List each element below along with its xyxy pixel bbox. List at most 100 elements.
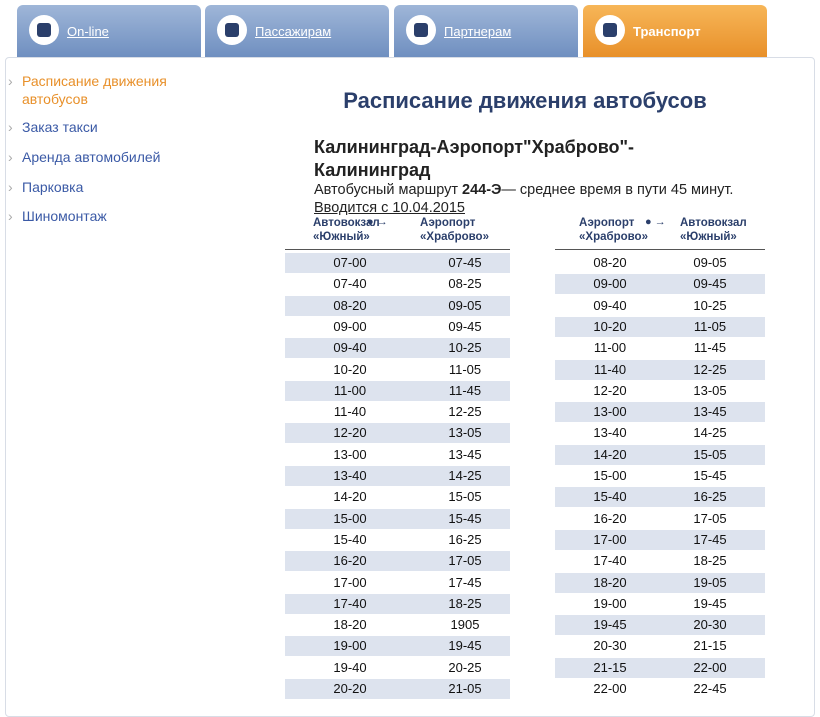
- time-cell: 17-00: [333, 574, 367, 590]
- time-cell: 09-00: [593, 276, 627, 292]
- tab-label: Пассажирам: [255, 24, 332, 39]
- schedule-row: 12-20 13-05: [285, 423, 510, 444]
- sidebar-link[interactable]: Аренда автомобилей: [8, 148, 202, 166]
- time-cell: 19-40: [333, 659, 367, 675]
- time-cell: 11-05: [448, 361, 482, 377]
- schedule-row: 19-00 19-45: [285, 636, 510, 657]
- time-cell: 09-40: [333, 340, 367, 356]
- schedule-row: 19-45 20-30: [555, 615, 765, 636]
- time-cell: 18-20: [333, 617, 367, 633]
- tab-icon: [595, 15, 625, 45]
- schedule-row: 09-00 09-45: [285, 317, 510, 337]
- time-cell: 13-00: [333, 446, 367, 462]
- schedule-row: 09-00 09-45: [555, 274, 765, 295]
- time-cell: 16-20: [593, 510, 627, 526]
- tab-icon: [217, 15, 247, 45]
- header-rule: [555, 249, 765, 250]
- tab-label: Партнерам: [444, 24, 512, 39]
- schedule-row: 20-20 21-05: [285, 679, 510, 699]
- time-cell: 19-45: [693, 595, 727, 611]
- schedule-row: 13-40 14-25: [285, 466, 510, 486]
- time-cell: 13-45: [448, 446, 482, 462]
- tab[interactable]: On-line: [17, 5, 201, 57]
- tab[interactable]: Транспорт: [583, 5, 767, 57]
- time-cell: 19-00: [593, 595, 627, 611]
- time-cell: 18-25: [693, 553, 727, 569]
- time-cell: 15-40: [333, 531, 367, 547]
- time-cell: 17-05: [448, 553, 482, 569]
- time-cell: 11-45: [693, 340, 727, 356]
- desc-prefix: Автобусный маршрут: [314, 182, 459, 198]
- time-cell: 12-25: [693, 361, 727, 377]
- time-cell: 11-00: [333, 382, 367, 398]
- time-cell: 09-45: [448, 318, 482, 334]
- sidebar-link[interactable]: Расписание движения автобусов: [8, 72, 202, 108]
- time-cell: 14-20: [333, 489, 367, 505]
- time-cell: 20-25: [448, 659, 482, 675]
- schedule-row: 10-20 11-05: [555, 316, 765, 337]
- page-title: Расписание движения автобусов: [343, 88, 707, 113]
- time-cell: 18-20: [593, 574, 627, 590]
- schedule-row: 17-00 17-45: [555, 529, 765, 550]
- time-cell: 08-20: [593, 255, 627, 270]
- time-cell: 09-05: [448, 297, 482, 313]
- effective-link[interactable]: Вводится с 10.04.2015: [314, 200, 465, 216]
- time-cell: 09-45: [693, 276, 727, 292]
- sidebar-link[interactable]: Шиномонтаж: [8, 207, 202, 225]
- time-cell: 11-45: [448, 382, 482, 398]
- time-cell: 17-45: [693, 531, 727, 547]
- schedule-row: 07-00 07-45: [285, 253, 510, 273]
- time-cell: 13-05: [693, 382, 727, 398]
- time-cell: 09-05: [693, 255, 727, 270]
- time-cell: 11-40: [593, 361, 627, 377]
- time-cell: 08-20: [333, 297, 367, 313]
- time-cell: 22-00: [593, 681, 627, 696]
- route-desc: Автобусный маршрут 244-Э— среднее время …: [314, 181, 734, 217]
- schedule-row: 07-40 08-25: [285, 274, 510, 294]
- tab[interactable]: Партнерам: [394, 5, 578, 57]
- time-cell: 14-20: [593, 446, 627, 462]
- schedule-row: 15-40 16-25: [555, 487, 765, 508]
- schedule-row: 10-20 11-05: [285, 360, 510, 380]
- schedule-row: 11-40 12-25: [285, 402, 510, 422]
- time-cell: 17-40: [593, 553, 627, 569]
- time-cell: 09-00: [333, 318, 367, 334]
- time-cell: 17-05: [693, 510, 727, 526]
- schedule-row: 13-00 13-45: [555, 402, 765, 423]
- time-cell: 15-00: [333, 510, 367, 526]
- time-cell: 07-40: [333, 276, 367, 292]
- time-cell: 16-20: [333, 553, 367, 569]
- schedule-row: 21-15 22-00: [555, 657, 765, 678]
- schedule-row: 08-20 09-05: [285, 295, 510, 316]
- time-cell: 15-45: [448, 510, 482, 526]
- time-cell: 19-05: [693, 574, 727, 590]
- schedule-row: 12-20 13-05: [555, 381, 765, 401]
- schedule-row: 19-40 20-25: [285, 658, 510, 678]
- time-cell: 17-00: [593, 531, 627, 547]
- tab-label: Транспорт: [633, 24, 701, 39]
- time-cell: 15-05: [693, 446, 727, 462]
- time-cell: 07-00: [333, 255, 367, 270]
- time-cell: 15-00: [593, 468, 627, 483]
- time-cell: 10-20: [333, 361, 367, 377]
- tab-icon: [29, 15, 59, 45]
- tab[interactable]: Пассажирам: [205, 5, 389, 57]
- schedule-row: 17-40 18-25: [555, 551, 765, 571]
- schedule-row: 13-00 13-45: [285, 445, 510, 465]
- sidebar-link[interactable]: Заказ такси: [8, 118, 202, 136]
- time-cell: 14-25: [448, 468, 482, 483]
- time-cell: 22-45: [693, 681, 727, 696]
- schedule-row: 15-00 15-45: [285, 508, 510, 529]
- time-cell: 11-00: [593, 340, 627, 356]
- column-header: Аэропорт «Храброво»: [420, 217, 489, 243]
- time-cell: 12-20: [333, 425, 367, 441]
- schedule-row: 17-00 17-45: [285, 573, 510, 593]
- schedule-row: 13-40 14-25: [555, 423, 765, 443]
- schedule-row: 11-00 11-45: [285, 380, 510, 401]
- time-cell: 10-20: [593, 318, 627, 334]
- sidebar-link[interactable]: Парковка: [8, 178, 202, 196]
- time-cell: 20-30: [593, 638, 627, 654]
- time-cell: 12-25: [448, 404, 482, 420]
- schedule-row: 19-00 19-45: [555, 594, 765, 614]
